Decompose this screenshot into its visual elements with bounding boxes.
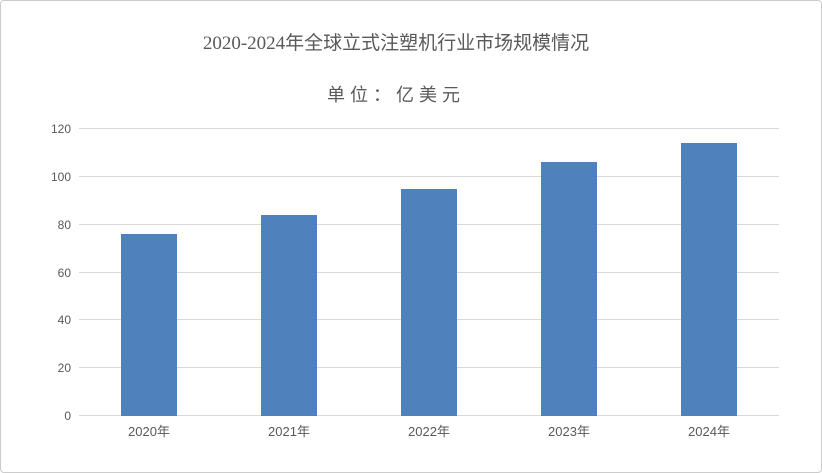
y-tick-label: 100 [50, 169, 71, 184]
bar [541, 162, 597, 416]
y-tick-label: 80 [57, 217, 71, 232]
y-tick-label: 0 [64, 409, 71, 423]
x-tick-label: 2021年 [268, 424, 310, 439]
bar [681, 143, 737, 416]
chart-subtitle: 单位：亿美元 [327, 85, 465, 105]
gridline [79, 128, 779, 129]
chart-title: 2020-2024年全球立式注塑机行业市场规模情况 [202, 33, 590, 54]
bar [401, 188, 457, 416]
y-tick-label: 120 [50, 122, 71, 136]
x-tick-label: 2023年 [548, 424, 590, 439]
x-tick-label: 2022年 [408, 424, 450, 439]
y-tick-label: 20 [57, 361, 71, 376]
gridline [79, 175, 779, 177]
bar [261, 215, 317, 416]
y-axis: 0 20 40 60 80 100 120 [1, 122, 71, 423]
plot-area [79, 128, 779, 416]
y-tick-label: 60 [57, 265, 71, 280]
x-axis: 2020年 2021年 2022年 2023年 2024年 [79, 421, 779, 439]
x-tick-label: 2024年 [688, 424, 730, 439]
y-tick-label: 40 [57, 313, 71, 328]
bar [121, 234, 177, 416]
x-tick-label: 2020年 [128, 424, 170, 439]
